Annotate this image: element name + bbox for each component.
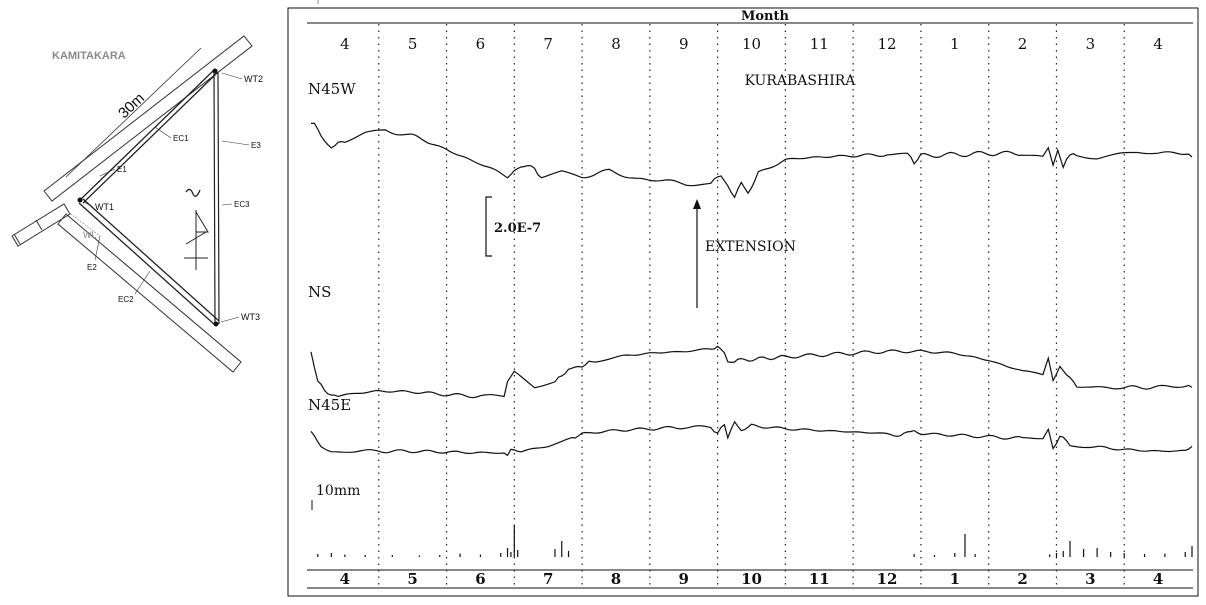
label-e3: E3 bbox=[251, 141, 261, 150]
month-tick-bottom: 10 bbox=[741, 570, 762, 588]
series-line-ns bbox=[310, 345, 1193, 399]
label-ec3: EC3 bbox=[234, 200, 250, 209]
series-label-ns: NS bbox=[308, 283, 331, 301]
month-tick-top: 4 bbox=[340, 35, 350, 53]
label-e1: E1 bbox=[117, 165, 127, 174]
series-label-n45e: N45E bbox=[308, 396, 351, 414]
month-tick-top: 9 bbox=[679, 35, 689, 53]
scale-bar: 2.0E-7 bbox=[485, 196, 541, 257]
north-arrow-icon bbox=[184, 188, 209, 270]
month-tick-top: 5 bbox=[408, 35, 418, 53]
month-tick-bottom: 4 bbox=[340, 570, 350, 588]
series-line-n45w bbox=[310, 122, 1193, 199]
month-tick-top: 8 bbox=[611, 35, 621, 53]
month-tick-bottom: 8 bbox=[611, 570, 621, 588]
dimension-line bbox=[65, 47, 202, 178]
month-tick-bottom: 7 bbox=[543, 570, 553, 588]
month-tick-bottom: 4 bbox=[1153, 570, 1163, 588]
month-tick-top: 10 bbox=[742, 35, 761, 53]
month-tick-top: 2 bbox=[1018, 35, 1028, 53]
label-wl: WL bbox=[83, 230, 97, 240]
month-tick-top: 7 bbox=[543, 35, 553, 53]
extension-annotation: EXTENSION bbox=[693, 199, 796, 308]
tunnel-upper bbox=[43, 35, 253, 202]
extensometer-ec2 bbox=[78, 202, 216, 326]
month-tick-top: 11 bbox=[810, 35, 829, 53]
extensometer-ec1 bbox=[78, 70, 214, 202]
rainfall: 10mm bbox=[311, 483, 1193, 557]
month-tick-top: 1 bbox=[950, 35, 960, 53]
month-tick-bottom: 11 bbox=[809, 570, 830, 588]
x-axis-title: Month bbox=[741, 9, 790, 24]
station-wt3 bbox=[213, 321, 219, 327]
series-line-n45e bbox=[310, 420, 1193, 457]
month-tick-bottom: 1 bbox=[950, 570, 960, 588]
station-wt2 bbox=[212, 68, 218, 74]
month-ticks-top: 4 5 6 7 8 9 10 11 12 1 2 3 4 bbox=[340, 35, 1163, 53]
site-label: KAMITAKARA bbox=[52, 50, 126, 62]
chart-title: KURABASHIRA bbox=[745, 73, 857, 89]
month-tick-top: 4 bbox=[1153, 35, 1163, 53]
rain-scale-label: 10mm bbox=[316, 483, 360, 499]
month-tick-top: 3 bbox=[1086, 35, 1096, 53]
month-tick-bottom: 3 bbox=[1085, 570, 1095, 588]
label-ec1: EC1 bbox=[173, 134, 189, 143]
month-tick-bottom: 5 bbox=[407, 570, 417, 588]
series-group bbox=[310, 122, 1193, 457]
label-ec2: EC2 bbox=[118, 295, 134, 304]
series-label-n45w: N45W bbox=[308, 80, 356, 98]
label-wt3: WT3 bbox=[241, 312, 260, 322]
site-map: KAMITAKARA 30m WT1 WT2 WT3 EC1 EC2 EC3 E… bbox=[11, 35, 263, 373]
tunnel-lower bbox=[57, 213, 242, 373]
station-wt1 bbox=[77, 197, 83, 203]
label-wt1: WT1 bbox=[95, 202, 114, 212]
extensometer-ec3 bbox=[213, 70, 216, 325]
month-tick-bottom: 9 bbox=[679, 570, 689, 588]
distance-label: 30m bbox=[115, 90, 148, 122]
month-tick-top: 6 bbox=[476, 35, 486, 53]
scale-bar-label: 2.0E-7 bbox=[494, 221, 541, 236]
month-gridlines bbox=[378, 24, 1125, 588]
label-e2: E2 bbox=[87, 263, 97, 272]
chart-frame bbox=[287, 7, 1199, 597]
month-tick-bottom: 12 bbox=[877, 570, 898, 588]
rain-bars bbox=[317, 525, 1193, 557]
month-tick-top: 12 bbox=[877, 35, 896, 53]
series-labels: N45W NS N45E bbox=[308, 80, 356, 414]
month-ticks-bottom: 4 5 6 7 8 9 10 11 12 1 2 3 4 bbox=[340, 570, 1164, 588]
month-tick-bottom: 2 bbox=[1017, 570, 1027, 588]
month-tick-bottom: 6 bbox=[475, 570, 485, 588]
label-wt2: WT2 bbox=[244, 74, 263, 84]
extension-label: EXTENSION bbox=[705, 239, 796, 255]
tunnel-entrance bbox=[11, 203, 71, 247]
